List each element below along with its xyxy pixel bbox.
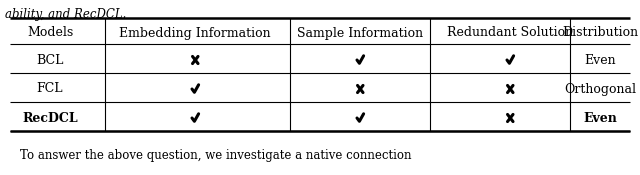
Text: BCL: BCL [36,54,64,66]
Text: ability, and RecDCL.: ability, and RecDCL. [5,8,126,21]
Text: FCL: FCL [36,82,63,96]
Text: To answer the above question, we investigate a native connection: To answer the above question, we investi… [20,149,412,162]
Text: RecDCL: RecDCL [22,111,78,124]
Text: Even: Even [583,111,617,124]
Text: Models: Models [27,26,73,40]
Text: Redundant Solution: Redundant Solution [447,26,573,40]
Text: Even: Even [584,54,616,66]
Text: Distribution: Distribution [562,26,638,40]
Text: Sample Information: Sample Information [297,26,423,40]
Text: Embedding Information: Embedding Information [119,26,271,40]
Text: Orthogonal: Orthogonal [564,82,636,96]
